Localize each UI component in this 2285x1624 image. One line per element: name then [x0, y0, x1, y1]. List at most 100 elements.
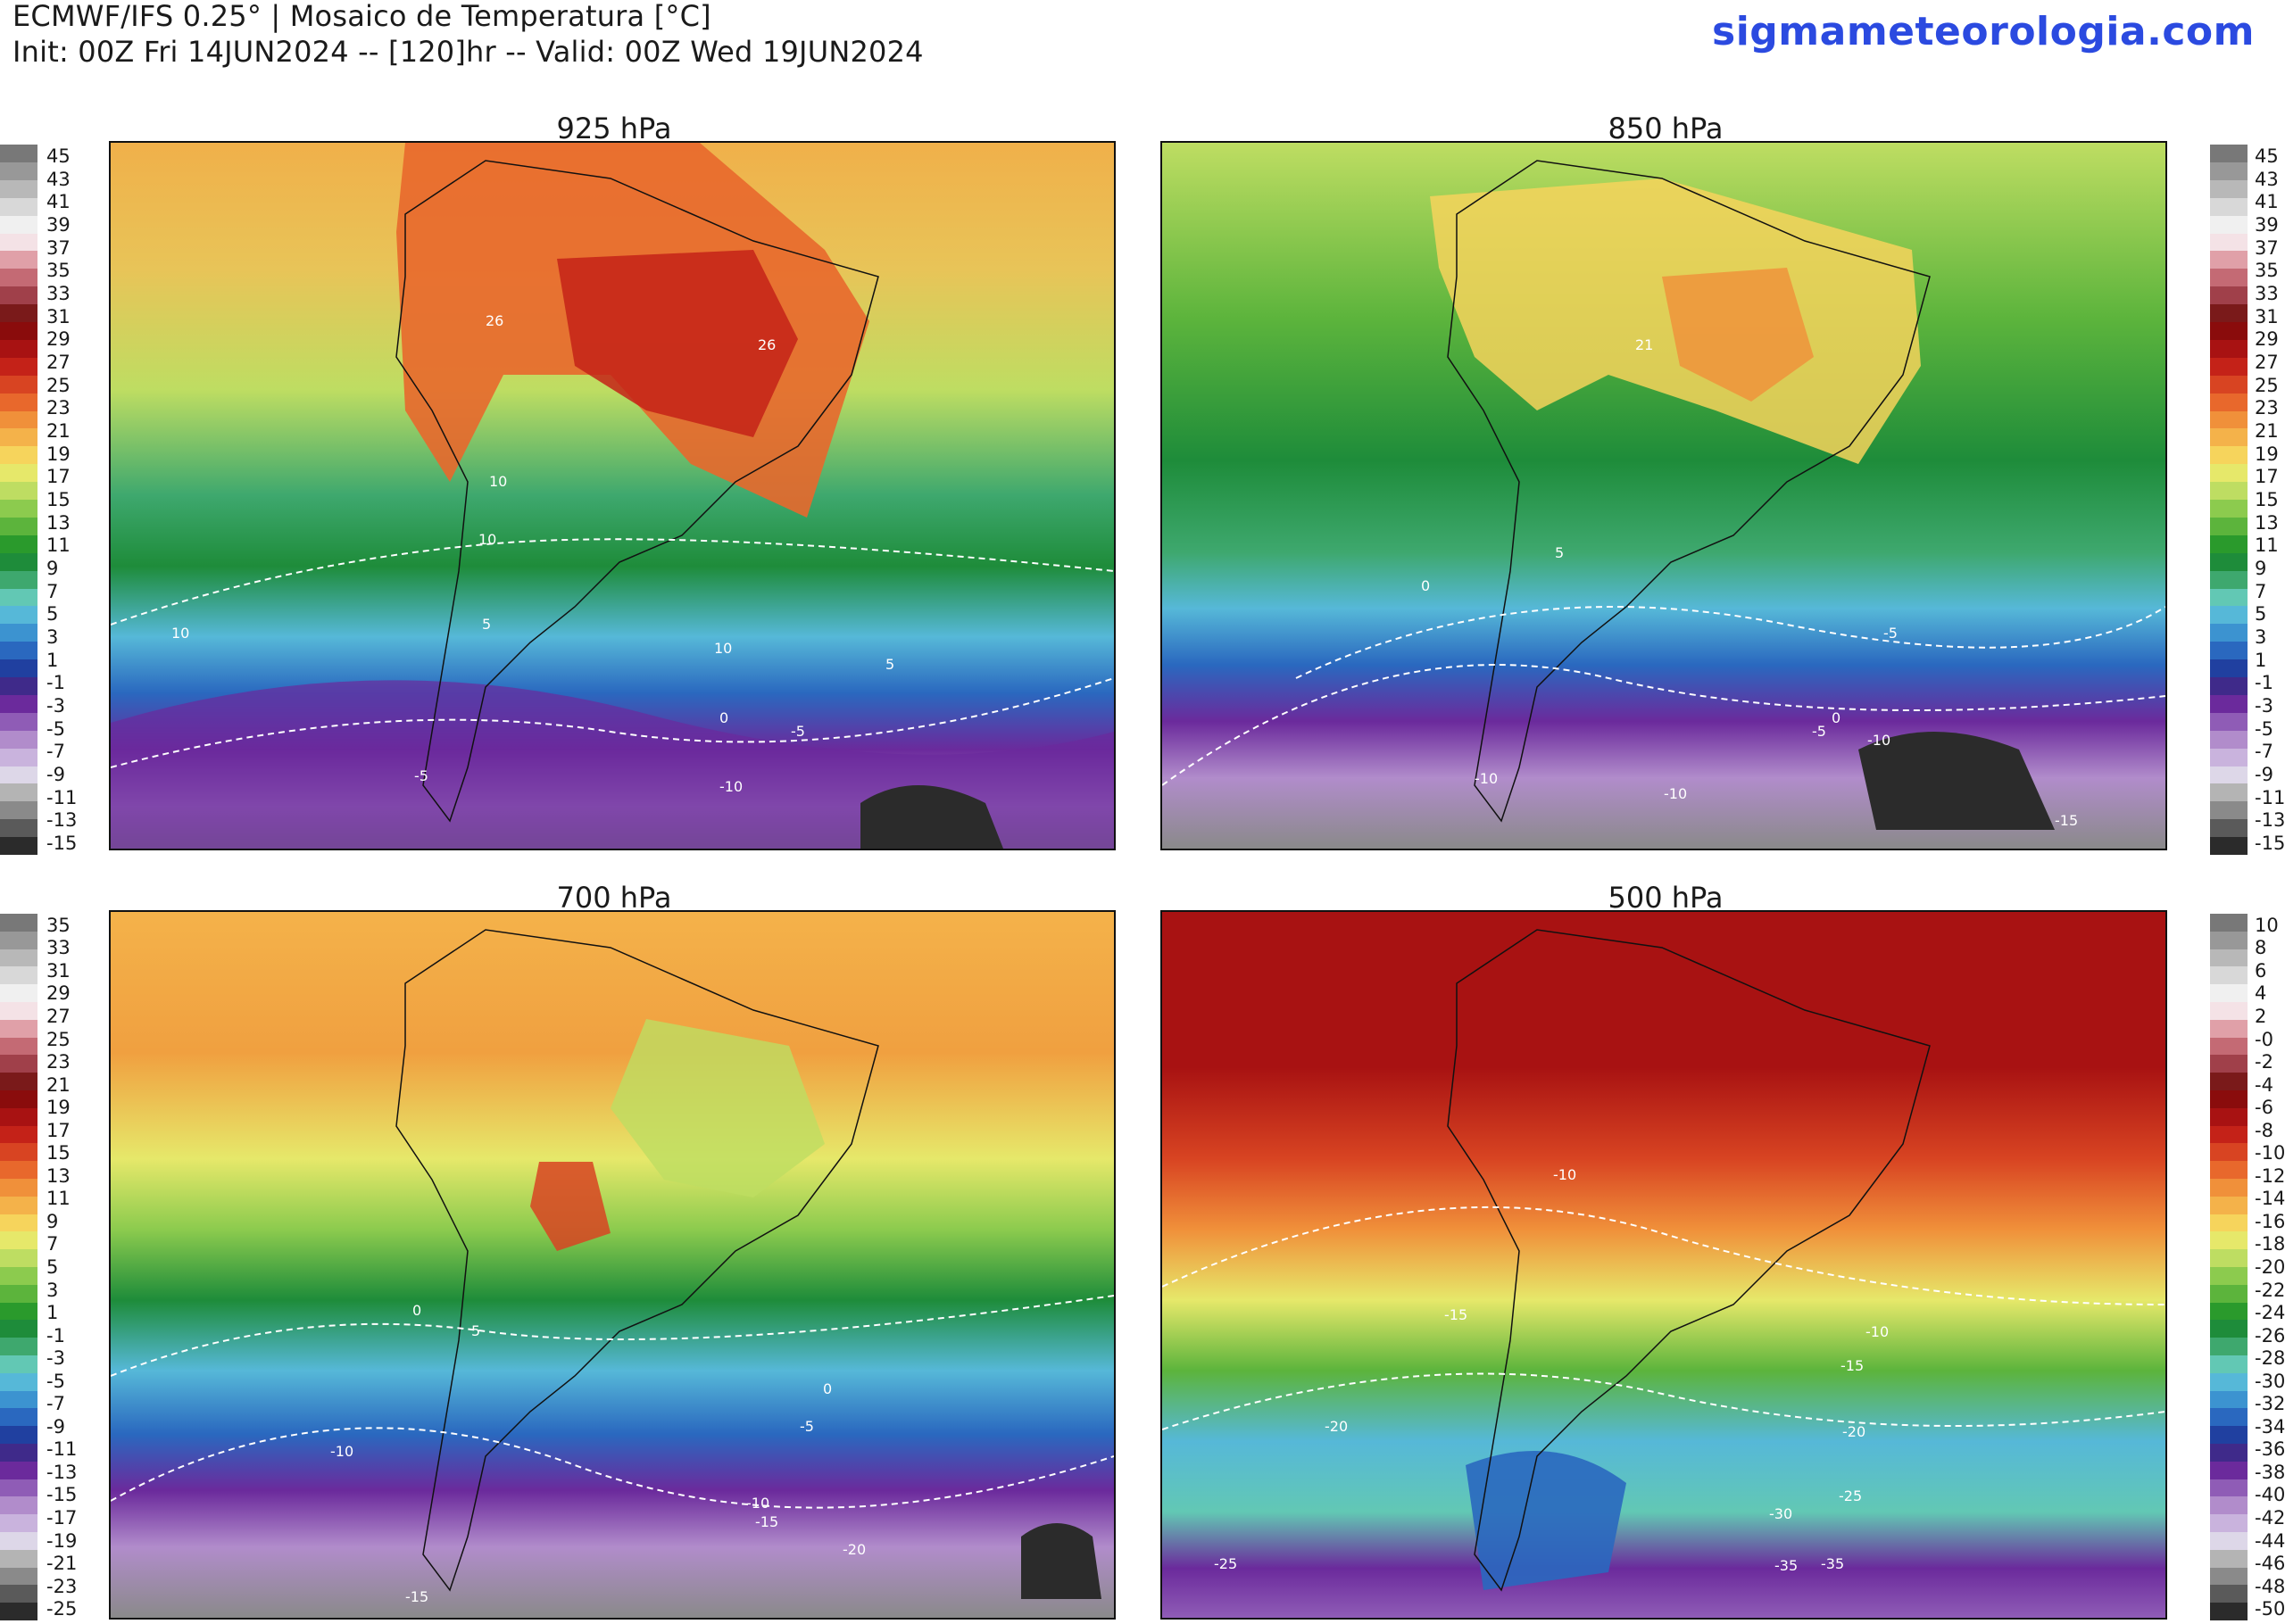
contour-label: 0	[1832, 709, 1840, 726]
colorbar-label: 15	[2255, 489, 2279, 510]
colorbar-segment	[0, 801, 37, 820]
colorbar-label: -7	[2255, 741, 2273, 763]
colorbar-label: -9	[46, 764, 65, 786]
contour-20-500	[1162, 1372, 2165, 1430]
colorbar-segment	[2210, 1549, 2248, 1569]
colorbar-label: 29	[2255, 328, 2279, 351]
colorbar-segment	[2210, 1019, 2248, 1039]
colorbar-segment	[0, 1514, 37, 1533]
colorbar-label: 11	[46, 534, 71, 557]
colorbar-label: -1	[2255, 672, 2273, 694]
panel-title-850: 850 hPa	[1608, 112, 1724, 145]
colorbar-label: -5	[46, 717, 65, 740]
colorbar-segment	[0, 837, 37, 856]
colorbar-segment	[2210, 339, 2248, 359]
colorbar-label: 17	[2255, 466, 2279, 488]
colorbar-segment	[2210, 1338, 2248, 1356]
colorbar-segment	[0, 624, 37, 642]
colorbar-label: 5	[46, 1256, 59, 1278]
colorbar-label: 3	[46, 1279, 59, 1301]
colorbar-segment	[0, 357, 37, 377]
colorbar-segment	[0, 766, 37, 784]
colorbar-segment	[0, 1107, 37, 1127]
contour-label: -15	[1444, 1306, 1467, 1323]
colorbar-segment	[2210, 1179, 2248, 1197]
colorbar-labels-700: 35 33 31 29 27 25 23 21 19 17 15 13 11 9 7 5 3 1 -1 -3 -5 -7-…	[46, 914, 100, 1620]
colorbar-segment	[0, 1585, 37, 1603]
colorbar-segment	[2210, 1479, 2248, 1497]
colorbar-label: 3	[2255, 626, 2267, 649]
colorbar-segment	[2210, 570, 2248, 589]
colorbar-segment	[2210, 1196, 2248, 1215]
colorbar-segment	[0, 1461, 37, 1480]
colorbar-segment	[2210, 966, 2248, 985]
colorbar-label: -13	[2255, 809, 2285, 832]
colorbar-label: -1	[46, 1324, 65, 1346]
contour-label: -10	[1664, 785, 1687, 802]
colorbar-label: -42	[2255, 1507, 2285, 1529]
colorbar-label: -21	[46, 1553, 78, 1575]
colorbar-segment	[2210, 1107, 2248, 1127]
brand-link[interactable]: sigmameteorologia.com	[1712, 9, 2255, 54]
colorbar-segment	[0, 1549, 37, 1569]
colorbar-segment	[0, 819, 37, 838]
colorbar-label: 9	[46, 1210, 59, 1232]
contour-label: -10	[746, 1495, 769, 1512]
colorbar-label: -13	[46, 1461, 78, 1483]
contour-label: 5	[471, 1322, 480, 1339]
colorbar-segment	[2210, 1496, 2248, 1515]
colorbar-label: -11	[46, 786, 78, 808]
colorbar-segment	[0, 677, 37, 696]
contour-label: -15	[1840, 1357, 1864, 1374]
colorbar-label: 5	[46, 603, 59, 626]
colorbar-label: 33	[2255, 282, 2279, 304]
colorbar-label: 1	[2255, 649, 2267, 671]
colorbar-label: -30	[2255, 1370, 2285, 1392]
colorbar-segment	[2210, 197, 2248, 217]
colorbar-label: -18	[2255, 1233, 2285, 1255]
colorbar-label: 2	[2255, 1005, 2267, 1027]
colorbar-label: -22	[2255, 1279, 2285, 1301]
contour-label: -10	[330, 1443, 353, 1460]
continent-outline-500	[1447, 929, 1931, 1592]
colorbar-500	[2210, 914, 2248, 1621]
colorbar-label: 21	[46, 419, 71, 442]
colorbar-label: 21	[46, 1073, 71, 1096]
colorbar-label: -8	[2255, 1119, 2273, 1141]
coldest-850	[1858, 732, 2055, 830]
panel-title-700: 700 hPa	[556, 881, 672, 915]
colorbar-label: 41	[46, 191, 71, 213]
header-title: ECMWF/IFS 0.25° | Mosaico de Temperatura…	[12, 0, 711, 33]
colorbar-labels-500: 10 8 6 4 2 -0 -2 -4 -6 -8 -10 -12 -14 -16 -18 -20 -22 -24…	[2255, 914, 2285, 1620]
colorbar-segment	[0, 642, 37, 660]
colorbar-segment	[0, 1408, 37, 1427]
colorbar-label: -1	[46, 672, 65, 694]
colorbar-segment	[2210, 642, 2248, 660]
map-850: 21 5 0 -5 0 -5 -10 -10 -10 -15	[1160, 141, 2167, 850]
colorbar-segment	[2210, 783, 2248, 802]
contour-10-925	[111, 538, 1114, 626]
colorbar-segment	[2210, 428, 2248, 447]
colorbar-segment	[2210, 1073, 2248, 1091]
colorbar-segment	[2210, 837, 2248, 856]
colorbar-label: 35	[46, 260, 71, 282]
colorbar-segment	[0, 1196, 37, 1215]
colorbar-segment	[0, 393, 37, 411]
colorbar-segment	[2210, 482, 2248, 501]
colorbar-segment	[2210, 1055, 2248, 1073]
colorbar-segment	[0, 931, 37, 950]
colorbar-label: 17	[46, 466, 71, 488]
colorbar-segment	[0, 375, 37, 394]
colorbar-segment	[2210, 801, 2248, 820]
colorbar-segment	[2210, 1214, 2248, 1232]
colorbar-label: -24	[2255, 1302, 2285, 1324]
colorbar-segment	[0, 659, 37, 678]
colorbar-label: 29	[46, 328, 71, 351]
colorbar-label: -28	[2255, 1347, 2285, 1370]
colorbar-segment	[0, 162, 37, 181]
colorbar-label: -36	[2255, 1438, 2285, 1461]
contour-label: 10	[478, 531, 496, 548]
colorbar-segment	[0, 1267, 37, 1286]
contour-label: 0	[823, 1380, 832, 1397]
colorbar-label: -5	[46, 1370, 65, 1392]
